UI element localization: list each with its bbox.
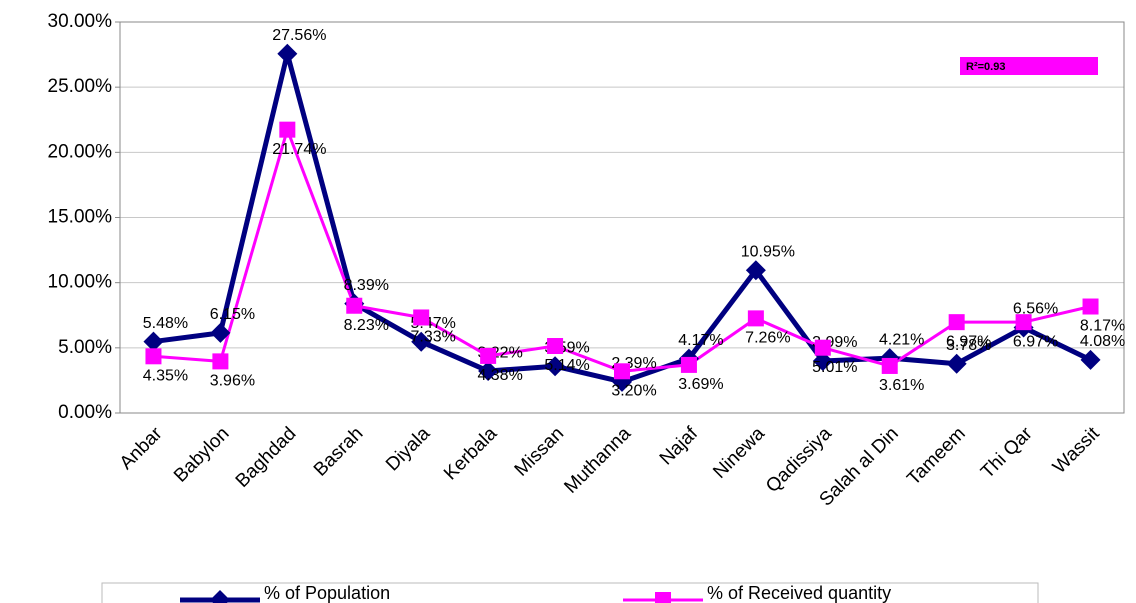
data-label: 5.01% bbox=[812, 359, 857, 376]
point bbox=[1080, 349, 1101, 370]
data-label: 3.69% bbox=[678, 376, 723, 393]
y-tick-label: 10.00% bbox=[48, 272, 113, 293]
data-label: 8.23% bbox=[344, 317, 389, 334]
x-tick-label: Ninewa bbox=[709, 423, 769, 483]
data-label: 4.08% bbox=[1080, 333, 1125, 350]
point bbox=[545, 356, 566, 377]
point bbox=[277, 43, 298, 64]
y-tick-label: 0.00% bbox=[58, 402, 112, 423]
data-label: 3.78% bbox=[946, 337, 991, 354]
point bbox=[812, 350, 833, 371]
x-tick-label: Wassit bbox=[1049, 423, 1104, 478]
plot-frame bbox=[119, 21, 1125, 414]
data-label: 6.56% bbox=[1013, 301, 1058, 318]
data-label: 6.97% bbox=[1013, 333, 1058, 350]
data-label: 3.20% bbox=[611, 383, 656, 400]
data-label: 10.95% bbox=[741, 244, 795, 261]
annotation: R²=0.93 bbox=[966, 61, 1005, 73]
data-label: 4.35% bbox=[143, 368, 188, 385]
x-tick-label: Tameem bbox=[903, 423, 969, 489]
point bbox=[478, 361, 499, 382]
y-tick-label: 20.00% bbox=[48, 141, 113, 162]
data-label: 27.56% bbox=[272, 27, 326, 44]
point bbox=[480, 347, 497, 364]
data-label: 6.97% bbox=[946, 333, 991, 350]
data-label: 21.74% bbox=[272, 141, 326, 158]
legend-marker bbox=[655, 592, 671, 603]
data-label: 3.96% bbox=[210, 373, 255, 390]
point bbox=[614, 363, 630, 380]
point bbox=[948, 314, 965, 331]
y-tick-label: 25.00% bbox=[48, 76, 113, 97]
data-label: 8.17% bbox=[1080, 318, 1125, 335]
data-label: 4.21% bbox=[879, 331, 924, 348]
point bbox=[946, 353, 967, 374]
point bbox=[413, 309, 430, 326]
point bbox=[346, 297, 363, 314]
point bbox=[680, 356, 697, 373]
data-label: 8.39% bbox=[344, 277, 389, 294]
x-tick-label: Anbar bbox=[116, 423, 167, 474]
x-tick-label: Diyala bbox=[382, 423, 434, 475]
legend-label: % of Population bbox=[264, 583, 390, 603]
point bbox=[145, 348, 162, 365]
point bbox=[411, 331, 432, 352]
data-label: 4.38% bbox=[477, 367, 522, 384]
x-tick-label: Kerbala bbox=[440, 423, 501, 484]
y-tick-label: 30.00% bbox=[48, 11, 113, 32]
point bbox=[212, 353, 229, 370]
point bbox=[279, 121, 296, 138]
y-tick-label: 15.00% bbox=[48, 207, 113, 228]
legend-label: % of Received quantity bbox=[707, 583, 891, 603]
point bbox=[814, 339, 831, 356]
data-label: 7.33% bbox=[411, 329, 456, 346]
point bbox=[747, 310, 764, 327]
y-tick-label: 5.00% bbox=[58, 337, 112, 358]
x-tick-label: Basrah bbox=[310, 423, 367, 480]
x-tick-label: Muthanna bbox=[560, 423, 635, 498]
point bbox=[1015, 314, 1032, 331]
x-tick-label: Baghdad bbox=[232, 423, 301, 492]
legend-marker bbox=[210, 590, 230, 603]
x-tick-label: Babylon bbox=[170, 423, 233, 486]
point bbox=[881, 357, 898, 374]
point bbox=[1082, 298, 1099, 315]
point bbox=[547, 338, 564, 355]
legend-box bbox=[101, 582, 1039, 603]
data-label: 4.17% bbox=[678, 332, 723, 349]
x-tick-label: Missan bbox=[511, 423, 568, 480]
data-label: 6.15% bbox=[210, 306, 255, 323]
data-label: 5.48% bbox=[143, 315, 188, 332]
data-label: 3.61% bbox=[879, 377, 924, 394]
data-label: 5.14% bbox=[544, 357, 589, 374]
x-tick-label: Thi Qar bbox=[977, 423, 1037, 483]
data-label: 7.26% bbox=[745, 330, 790, 347]
annotation-box bbox=[960, 57, 1098, 75]
point bbox=[143, 331, 164, 352]
x-tick-label: Najaf bbox=[656, 423, 703, 470]
point bbox=[745, 260, 766, 281]
point bbox=[210, 322, 231, 343]
